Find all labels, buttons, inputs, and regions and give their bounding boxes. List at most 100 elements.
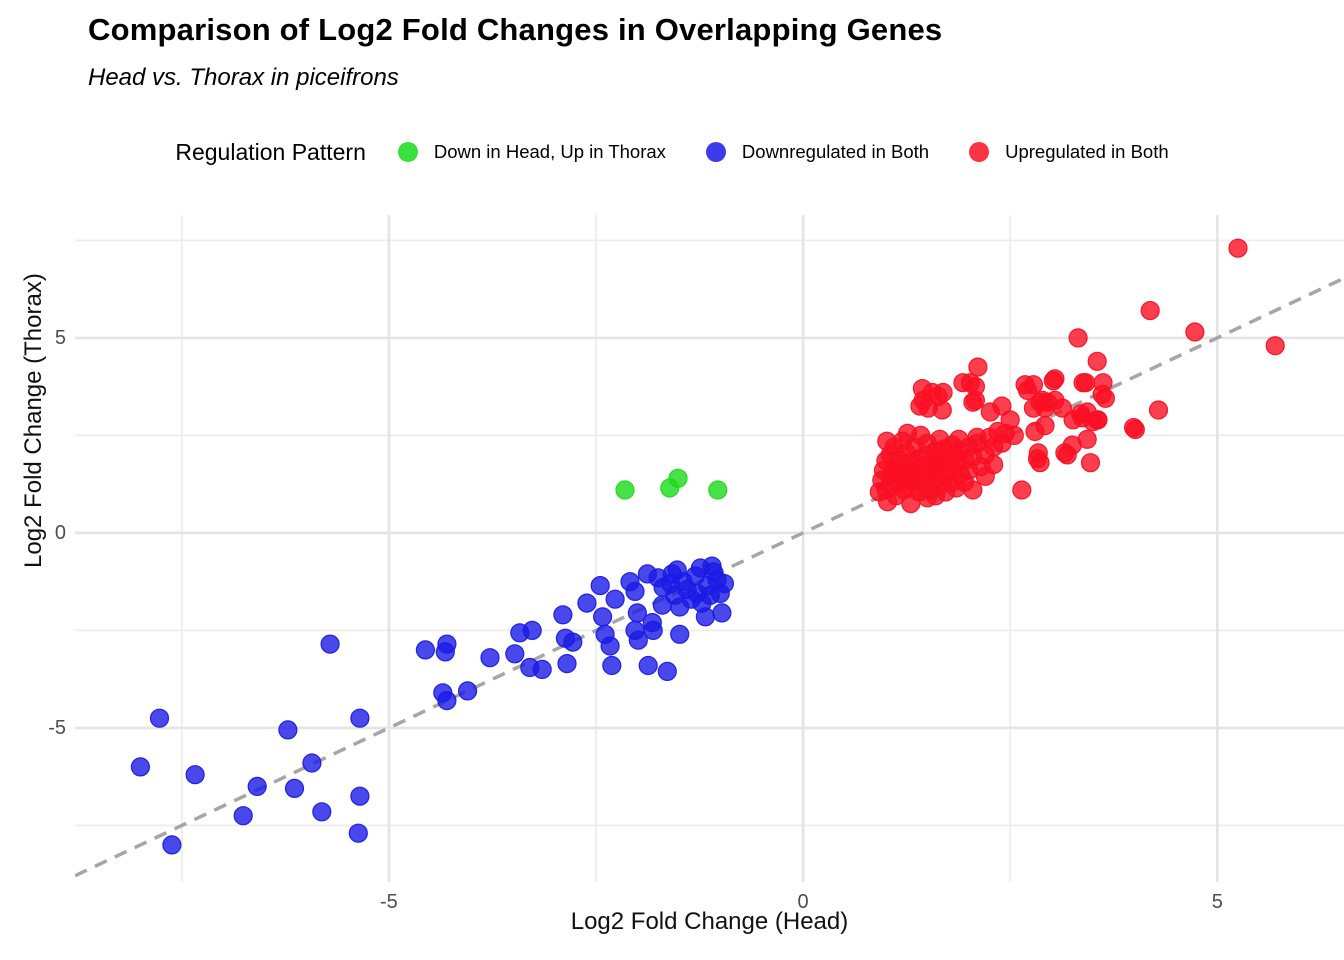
data-point [1095,388,1116,408]
data-point [350,708,370,728]
data-point [1030,453,1050,473]
data-point [437,634,457,654]
legend-dot-icon [969,142,990,162]
data-point [643,620,663,640]
data-point [1012,480,1032,500]
data-point [563,632,583,652]
data-point [670,624,690,644]
data-point [652,595,672,615]
data-point [505,644,525,664]
data-point [312,802,332,822]
data-point [350,786,370,806]
data-point [1070,404,1091,424]
data-point [320,634,340,654]
legend-item-label: Upregulated in Both [1005,141,1169,162]
legend-item-1: Downregulated in Both [705,141,930,163]
data-point [302,753,322,773]
data-point [1185,322,1205,342]
data-point [1125,419,1145,440]
data-point [185,765,205,785]
data-point [233,806,253,826]
legend-item-label: Down in Head, Up in Thorax [433,141,666,162]
legend-dot-icon [397,142,418,162]
data-point [557,654,577,674]
data-point [278,720,298,740]
data-point [532,659,552,679]
data-point [1023,375,1044,395]
data-point [284,778,305,799]
data-point [638,655,658,676]
data-point [1068,328,1088,348]
data-point [912,379,933,399]
data-point [714,574,735,594]
data-point [657,661,677,681]
data-point [1265,336,1285,356]
data-point [348,823,368,843]
data-point [668,468,688,488]
data-point [415,640,435,660]
data-point [458,681,478,701]
x-tick-label: 5 [1211,891,1223,913]
legend-items: Down in Head, Up in Thorax Downregulated … [397,141,1169,163]
chart-subtitle: Head vs. Thorax in piceifrons [88,64,399,91]
identity-reference-line [75,276,1344,878]
data-point [968,357,988,377]
legend-title: Regulation Pattern [175,138,366,165]
data-point [712,603,732,623]
data-point [602,655,622,676]
data-point [1035,416,1055,436]
legend-item-2: Upregulated in Both [969,141,1169,163]
data-point [149,708,170,728]
y-tick-label: -5 [48,716,66,739]
data-point [933,382,953,403]
data-point [983,455,1004,475]
data-point [708,480,728,500]
data-point [1073,373,1093,393]
data-point [162,835,182,855]
x-axis-title: Log2 Fold Change (Head) [570,908,849,935]
x-tick-label: -5 [380,891,398,913]
plot-canvas [75,215,1344,882]
data-point [910,396,930,416]
data-point [700,585,720,605]
data-point [1052,398,1073,418]
plot-panel [75,215,1344,882]
data-point [600,636,620,656]
data-point [1043,371,1063,391]
data-point [1032,390,1053,410]
data-point [1080,453,1101,473]
data-point [577,593,597,613]
data-point [522,620,542,640]
x-tick-label: 0 [797,891,809,913]
data-point [963,480,983,500]
data-point [592,607,613,627]
y-axis-title: Log2 Fold Change (Thorax) [20,273,47,568]
data-point [1148,400,1169,420]
data-point [247,776,267,797]
legend: Regulation Pattern Down in Head, Up in T… [0,130,1344,174]
data-point [1087,351,1107,371]
y-tick-label: 0 [54,521,66,544]
data-point [605,589,625,609]
y-tick-label: 5 [54,326,66,349]
data-point [628,630,648,650]
legend-item-0: Down in Head, Up in Thorax [397,141,666,163]
data-point [953,373,973,393]
data-point [932,400,952,420]
legend-dot-icon [705,142,726,162]
chart-title: Comparison of Log2 Fold Changes in Overl… [88,12,943,47]
data-point [437,691,457,711]
data-point [1004,425,1024,445]
data-point [615,480,635,500]
data-point [1057,445,1077,465]
data-point [963,392,983,412]
data-point [480,648,500,668]
data-point [553,605,573,625]
data-point [695,607,716,627]
data-point [590,576,610,596]
data-point [1140,300,1160,321]
data-point [130,757,151,777]
data-point [662,564,682,584]
legend-item-label: Downregulated in Both [741,141,930,162]
